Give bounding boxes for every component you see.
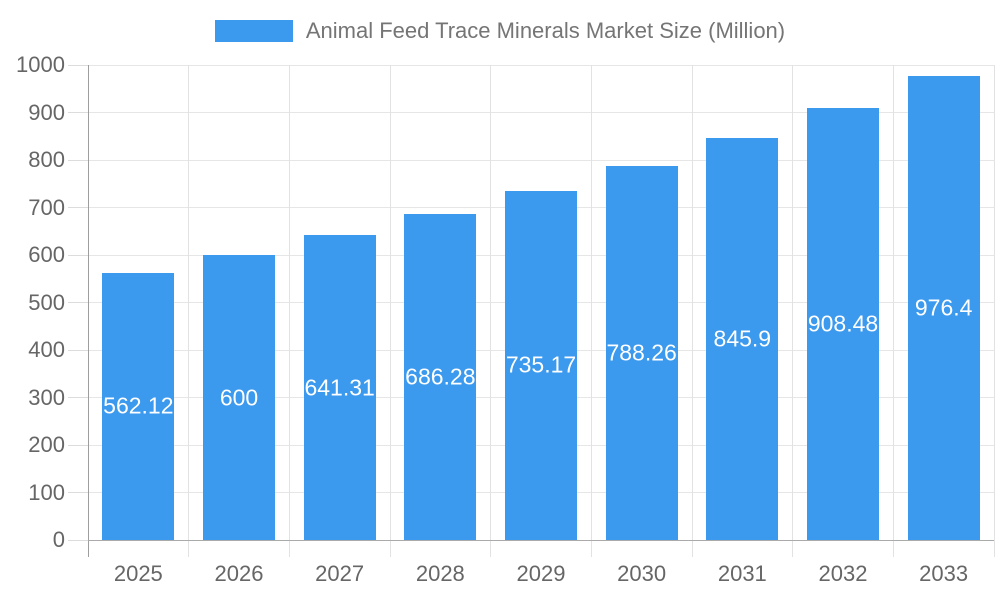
y-tick-label: 0 [52,527,65,552]
bar-value-label: 600 [219,384,259,410]
bar-value-label: 788.26 [606,339,677,366]
x-tick-label: 2028 [415,561,465,586]
y-tick-label: 300 [28,384,65,410]
y-tick-label: 700 [28,194,65,220]
y-tick-label: 400 [28,337,65,362]
bar-value-label: 845.9 [713,325,772,352]
h-gridline [88,159,994,161]
legend-swatch [214,20,293,42]
y-tick-mark [68,254,88,256]
bar-2028[interactable] [404,214,477,540]
bar-value-label: 908.48 [807,310,879,337]
y-tick-mark [68,492,88,493]
bar-value-label: 562.12 [103,392,174,419]
v-gridline [389,65,391,557]
y-tick-mark [68,64,88,66]
legend-label: Animal Feed Trace Minerals Market Size (… [305,18,786,43]
y-tick-mark [68,302,88,303]
x-axis-line [88,539,994,541]
legend-item[interactable]: Animal Feed Trace Minerals Market Size (… [214,18,786,44]
h-gridline [88,112,994,113]
v-gridline [288,65,290,557]
x-tick-label: 2029 [516,561,566,586]
x-axis-labels: 2025 2026 2027 2028 2029 2030 2031 2032 2033 [88,559,994,593]
v-gridline [993,65,995,557]
y-tick-mark [68,112,88,113]
bar-value-label: 976.4 [914,294,973,321]
y-tick-label: 600 [28,242,65,267]
bar-2032[interactable] [807,108,879,540]
y-tick-mark [68,539,88,541]
x-tick-label: 2033 [919,561,969,586]
bar-2026[interactable] [203,255,275,540]
x-tick-label: 2032 [818,561,868,586]
y-axis-labels: 0 100 200 300 400 500 600 700 800 900 1000 [0,52,65,552]
y-tick-mark [68,397,88,398]
x-tick-label: 2030 [617,561,667,586]
x-tick-label: 2025 [113,561,163,586]
bar-2027[interactable] [303,235,376,540]
y-tick-label: 1000 [16,52,65,77]
v-gridline [792,65,794,557]
y-tick-mark [68,207,88,208]
bar-2031[interactable] [706,138,779,540]
y-tick-mark [68,349,88,351]
y-tick-label: 800 [28,147,65,172]
bar-value-label: 641.31 [304,374,375,401]
y-axis-line [87,65,89,557]
y-tick-label: 100 [28,479,65,505]
x-tick-label: 2026 [214,561,264,586]
v-gridline [490,65,492,557]
v-gridline [188,65,190,557]
bar-value-label: 686.28 [405,363,476,390]
x-tick-label: 2027 [315,561,365,586]
legend: Animal Feed Trace Minerals Market Size (… [0,10,1000,52]
bar-2030[interactable] [605,165,678,540]
v-gridline [590,65,592,557]
v-gridline [892,65,894,557]
bar-2029[interactable] [505,190,577,540]
bar-2033[interactable] [907,76,980,540]
y-tick-mark [68,444,88,446]
plot-area: 562.12 600 641.31 686.28 735.17 788.26 845.9 90… [68,64,995,557]
y-tick-mark [68,159,88,161]
h-gridline [88,64,994,66]
bar-2025[interactable] [102,272,175,540]
v-gridline [691,65,693,557]
y-tick-label: 500 [28,289,65,315]
x-tick-label: 2031 [717,561,767,586]
y-tick-label: 200 [28,432,65,457]
y-tick-label: 900 [28,99,65,125]
bar-value-label: 735.17 [505,351,577,378]
